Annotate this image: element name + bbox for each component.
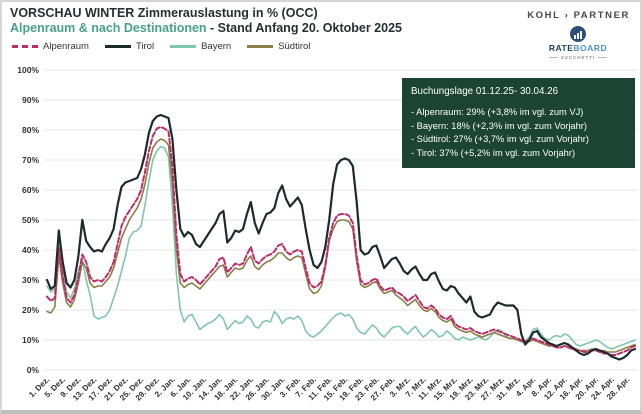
booking-status-title: Buchungslage 01.12.25- 30.04.26 [411, 86, 559, 97]
series-line-alpenraum [46, 126, 636, 356]
kohl-partner-logo: KOHL › PARTNER [527, 10, 630, 21]
series-line-tirol [45, 113, 637, 361]
series-line-bayern [46, 145, 636, 350]
y-axis-tick-label: 80% [22, 125, 39, 135]
page-title: VORSCHAU WINTER Zimmerauslastung in % (O… [10, 6, 318, 20]
legend-label: Südtirol [278, 41, 311, 52]
series-line-sdtirol [46, 138, 636, 353]
rateboard-wordmark: RATEBOARD [548, 43, 608, 53]
y-axis-tick-label: 30% [22, 275, 39, 285]
legend-label: Alpenraum [43, 41, 89, 52]
legend-label: Bayern [201, 41, 232, 52]
legend-item-bayern: Bayern [170, 41, 231, 52]
legend-item-alpenraum: Alpenraum [12, 41, 89, 52]
legend-swatch [247, 45, 274, 48]
legend-label: Tirol [135, 41, 155, 52]
rateboard-subbrand: ZUCCHETTI [542, 55, 614, 60]
booking-status-line: - Alpenraum: 29% (+3,8% im vgl. zum VJ) [411, 107, 584, 118]
booking-status-box: Buchungslage 01.12.25- 30.04.26 - Alpenr… [402, 78, 635, 169]
y-axis-tick-label: 50% [22, 215, 39, 225]
y-axis-tick-label: 10% [22, 335, 39, 345]
legend-swatch [170, 45, 197, 48]
booking-status-line: - Südtirol: 27% (+3,7% im vgl. zum Vorja… [411, 134, 589, 145]
rateboard-chart-icon [570, 26, 586, 42]
y-axis-tick-label: 20% [22, 305, 39, 315]
legend-item-sdtirol: Südtirol [247, 41, 310, 52]
legend-item-tirol: Tirol [104, 41, 155, 52]
booking-status-lines: - Alpenraum: 29% (+3,8% im vgl. zum VJ) -… [411, 106, 626, 160]
y-axis-tick-label: 70% [22, 155, 39, 165]
page-subtitle: Alpenraum & nach Destinationen - Stand A… [10, 21, 402, 35]
legend-swatch [104, 45, 131, 48]
y-axis-tick-label: 90% [22, 95, 39, 105]
y-axis-tick-label: 0% [27, 365, 40, 375]
booking-status-line: - Tirol: 37% (+5,2% im vgl. zum Vorjahr) [411, 147, 576, 158]
rateboard-logo: RATEBOARD ZUCCHETTI [542, 26, 614, 60]
subtitle-highlight: Alpenraum & nach Destinationen [10, 21, 207, 35]
y-axis-tick-label: 60% [22, 185, 39, 195]
y-axis-tick-label: 100% [17, 65, 39, 75]
y-axis-tick-label: 40% [22, 245, 39, 255]
chart-legend: Alpenraum Tirol Bayern Südtirol [12, 41, 310, 52]
subtitle-rest: - Stand Anfang 20. Oktober 2025 [206, 21, 402, 35]
legend-swatch [12, 45, 38, 48]
booking-status-line: - Bayern: 18% (+2,3% im vgl. zum Vorjahr… [411, 120, 587, 131]
